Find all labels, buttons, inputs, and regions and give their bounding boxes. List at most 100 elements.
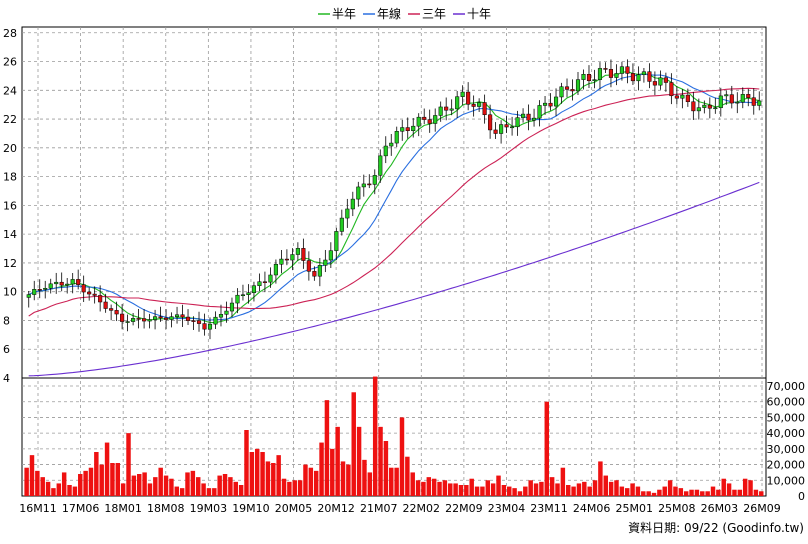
candle-body — [147, 319, 152, 322]
legend-label-0: 半年 — [332, 7, 356, 21]
volume-bar — [78, 474, 83, 496]
volume-bar — [587, 486, 592, 496]
volume-tick-label: 20,000 — [767, 459, 806, 472]
volume-bar — [431, 478, 437, 496]
candle-body — [109, 308, 114, 311]
candle-body — [636, 74, 641, 82]
candle-body — [460, 91, 465, 97]
volume-bar — [608, 481, 614, 496]
volume-bar — [115, 463, 121, 496]
candle-body — [81, 284, 86, 293]
volume-bar — [217, 475, 222, 496]
candle-body — [114, 310, 119, 315]
candle-body — [142, 318, 147, 322]
volume-bar — [169, 478, 174, 496]
candle-body — [312, 271, 317, 277]
volume-bar — [174, 486, 180, 496]
volume-bar — [485, 480, 491, 496]
candle-body — [718, 95, 723, 109]
volume-bar — [356, 426, 362, 496]
time-tick-label: 19M10 — [232, 502, 270, 515]
candle-body — [153, 316, 158, 320]
candle-body — [641, 71, 646, 75]
volume-bar — [437, 481, 442, 496]
candle-body — [279, 258, 284, 265]
volume-bar — [603, 475, 608, 496]
price-tick-label: 14 — [3, 228, 17, 241]
candle-body — [120, 313, 125, 322]
volume-bar — [469, 478, 474, 496]
price-tick-label: 8 — [3, 314, 10, 327]
candle-body — [37, 289, 42, 291]
candle-body — [356, 186, 361, 200]
price-tick-label: 16 — [3, 199, 17, 212]
candle-body — [757, 100, 762, 106]
volume-bar — [448, 483, 453, 496]
candle-body — [685, 94, 690, 103]
candle-body — [713, 107, 718, 110]
candle-body — [240, 294, 246, 296]
candle-body — [158, 316, 163, 319]
volume-bar — [163, 475, 169, 496]
candle-body — [290, 254, 295, 261]
volume-bar — [651, 492, 657, 496]
volume-bar — [249, 452, 255, 496]
time-axis: 16M11 17M06 18M01 18M08 19M03 19M10 20M05 20M12… — [19, 502, 781, 515]
volume-bar — [45, 481, 51, 496]
candle-body — [218, 314, 224, 318]
volume-bar — [496, 475, 501, 496]
candle-body — [674, 95, 679, 99]
candle-body — [746, 94, 751, 98]
candle-body — [592, 79, 597, 82]
candle-body — [207, 323, 213, 330]
volume-bar — [662, 486, 667, 496]
candle-body — [246, 292, 251, 295]
volume-bar — [389, 467, 394, 496]
volume-bar — [576, 483, 582, 496]
candle-body — [416, 116, 421, 127]
candle-body — [70, 279, 75, 285]
volume-bar — [528, 480, 533, 496]
candle-body — [510, 126, 515, 129]
volume-bar — [619, 486, 625, 496]
volume-bar — [228, 477, 233, 496]
candle-body — [48, 283, 53, 289]
price-tick-label: 12 — [3, 257, 17, 270]
volume-bar — [383, 441, 389, 496]
volume-tick-label: 0 — [798, 490, 805, 503]
candle-body — [345, 208, 350, 219]
candle-body — [526, 113, 531, 121]
candle-body — [98, 295, 103, 303]
volume-bar — [405, 456, 410, 496]
volume-tick-label: 10,000 — [767, 474, 806, 487]
volume-bar — [737, 489, 743, 496]
candle-body — [339, 217, 344, 232]
legend-label-3: 十年 — [467, 7, 491, 21]
time-tick-label: 18M08 — [147, 502, 185, 515]
candle-body — [548, 102, 553, 107]
time-tick-label: 26M03 — [701, 502, 739, 515]
volume-bar — [539, 481, 544, 496]
candle-body — [202, 323, 207, 330]
candle-body — [87, 291, 92, 295]
price-plot-frame — [21, 26, 767, 379]
volume-bar — [533, 483, 539, 496]
volume-bar — [29, 455, 35, 496]
candle-body — [625, 66, 630, 74]
volume-bar — [281, 478, 287, 496]
volume-bar — [206, 488, 212, 496]
volume-bar — [694, 489, 700, 496]
candle-body — [328, 250, 333, 261]
candle-body — [411, 125, 416, 132]
price-tick-label: 4 — [3, 372, 10, 385]
candle-body — [597, 68, 603, 80]
candle-body — [532, 117, 537, 121]
candle-body — [466, 91, 471, 105]
volume-bar — [630, 483, 635, 496]
candle-body — [367, 183, 372, 186]
volume-bar — [517, 491, 523, 496]
candle-body — [663, 77, 668, 83]
volume-bar — [742, 478, 748, 496]
price-tick-label: 18 — [3, 171, 17, 184]
volume-bar — [324, 400, 330, 496]
